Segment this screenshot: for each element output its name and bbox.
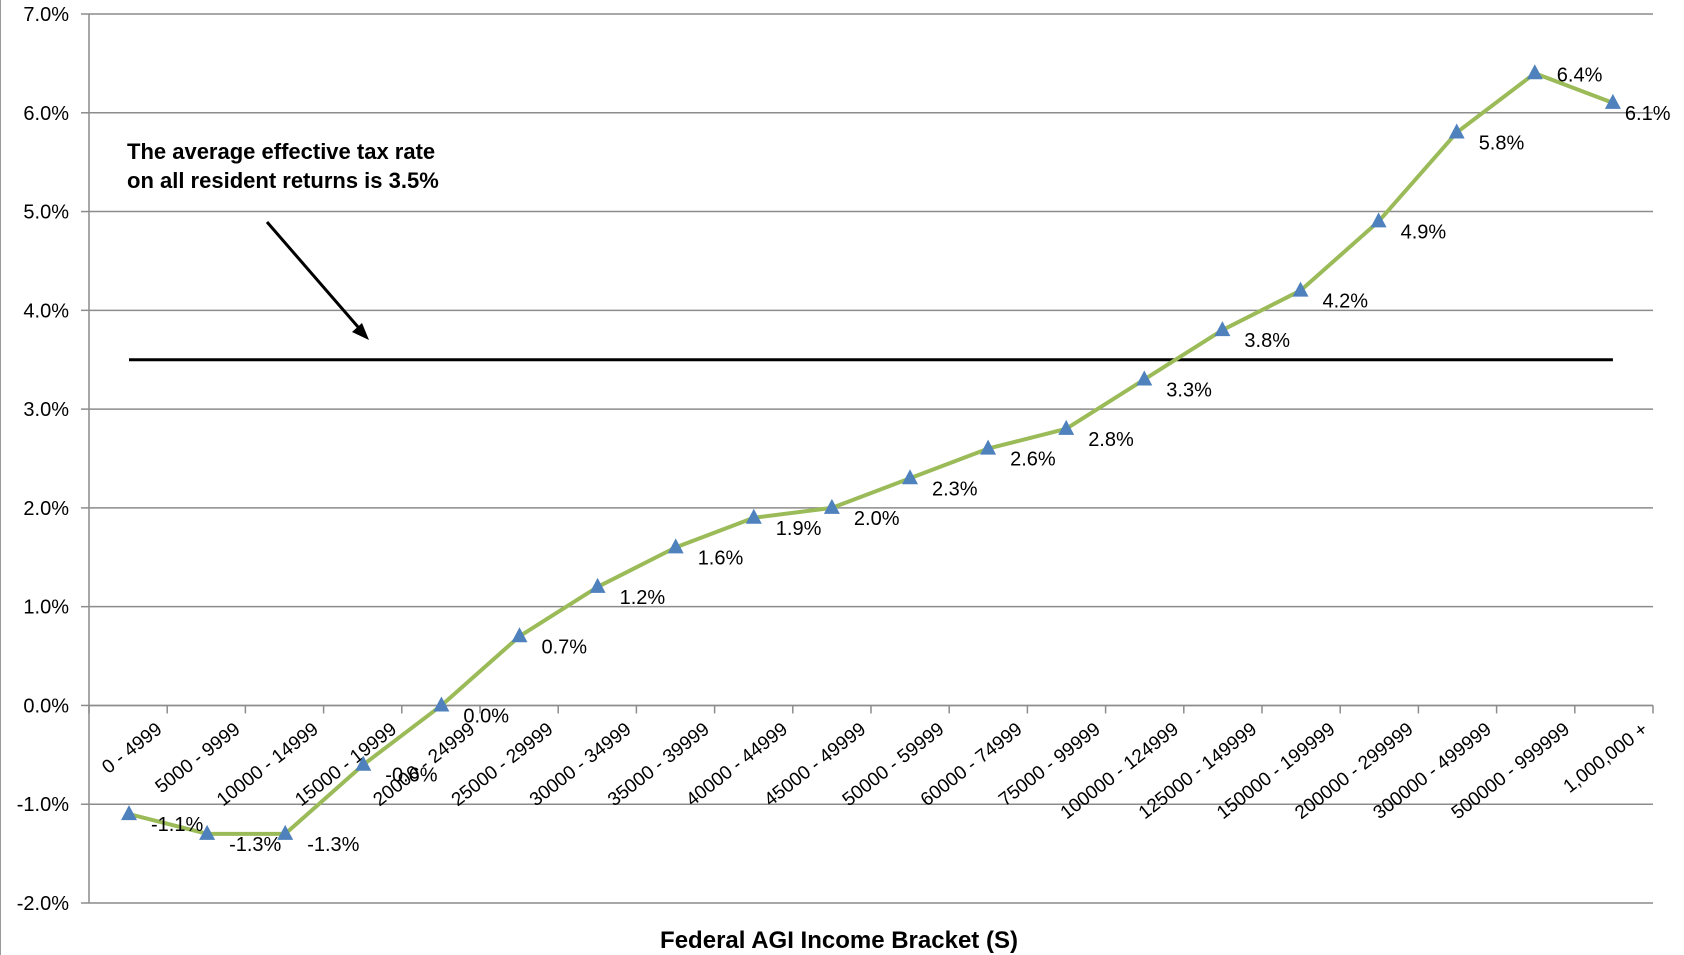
- data-label: 0.7%: [542, 636, 588, 658]
- data-label: 2.3%: [932, 478, 978, 500]
- data-label: 4.9%: [1401, 221, 1447, 243]
- data-label: 3.8%: [1244, 330, 1290, 352]
- data-point-marker: [433, 696, 450, 712]
- y-tick-label: -1.0%: [17, 794, 69, 816]
- series-line: [128, 71, 1614, 836]
- data-point-marker: [667, 538, 684, 554]
- data-label: 1.9%: [776, 518, 822, 540]
- x-tick-label: 0 - 4999: [98, 719, 166, 778]
- data-point-marker: [980, 439, 997, 455]
- data-point-marker: [1604, 93, 1621, 109]
- data-point-marker: [199, 824, 216, 840]
- data-label: 3.3%: [1166, 379, 1212, 401]
- data-label: -0.6%: [385, 765, 437, 787]
- data-point-marker: [511, 627, 528, 643]
- y-tick-label: 6.0%: [23, 103, 69, 125]
- annotation-arrow: [265, 221, 367, 336]
- y-tick-label: 5.0%: [23, 202, 69, 224]
- data-label: 5.8%: [1479, 133, 1525, 155]
- y-tick-label: 3.0%: [23, 399, 69, 421]
- data-point-marker: [589, 577, 606, 593]
- series-group: [121, 64, 1621, 840]
- data-point-marker: [1526, 64, 1543, 80]
- y-tick-labels: -2.0% -1.0% 0.0% 1.0% 2.0% 3.0% 4.0% 5.0% 6.0% 7.…: [17, 4, 69, 915]
- data-point-marker: [1448, 123, 1465, 139]
- x-tick-label: 1,000,000 +: [1560, 719, 1652, 798]
- data-label: -1.1%: [151, 814, 203, 836]
- y-tick-label: 7.0%: [23, 4, 69, 26]
- data-label: 0.0%: [463, 705, 509, 727]
- data-point-marker: [277, 824, 294, 840]
- data-point-marker: [121, 805, 137, 821]
- data-point-marker: [902, 469, 918, 485]
- annotation-arrowhead: [352, 323, 369, 340]
- data-label: 4.2%: [1323, 291, 1369, 313]
- y-tick-label: 4.0%: [23, 300, 69, 322]
- data-point-marker: [1136, 370, 1153, 386]
- data-label: 2.8%: [1088, 429, 1134, 451]
- y-tick-label: -2.0%: [17, 893, 69, 915]
- data-label: 6.4%: [1557, 64, 1603, 86]
- x-axis-title: Federal AGI Income Bracket (S): [660, 927, 1018, 954]
- data-label: 6.1%: [1625, 103, 1671, 125]
- y-tick-label: 0.0%: [23, 695, 69, 717]
- data-label: -1.3%: [229, 834, 281, 856]
- annotation-line-1: The average effective tax rate: [127, 139, 435, 164]
- data-label: 2.0%: [854, 508, 900, 530]
- data-point-marker: [1058, 419, 1075, 435]
- axes: [81, 13, 1654, 904]
- data-point-marker: [1370, 212, 1387, 228]
- y-tick-label: 2.0%: [23, 498, 69, 520]
- data-label: 1.6%: [698, 547, 744, 569]
- data-label: 1.2%: [620, 587, 666, 609]
- annotation-line-2: on all resident returns is 3.5%: [127, 168, 439, 193]
- data-labels: -1.1% -1.3% -1.3% -0.6% 0.0% 0.7% 1.2% 1.6% 1.9%…: [151, 64, 1671, 856]
- data-point-marker: [1214, 321, 1231, 337]
- data-point-marker: [355, 755, 372, 771]
- y-tick-label: 1.0%: [23, 597, 69, 619]
- data-point-marker: [823, 498, 840, 514]
- data-label: -1.3%: [307, 834, 359, 856]
- data-label: 2.6%: [1010, 449, 1056, 471]
- annotation-group: The average effective tax rate on all re…: [127, 139, 439, 340]
- data-point-marker: [745, 508, 762, 524]
- data-point-marker: [1292, 281, 1309, 297]
